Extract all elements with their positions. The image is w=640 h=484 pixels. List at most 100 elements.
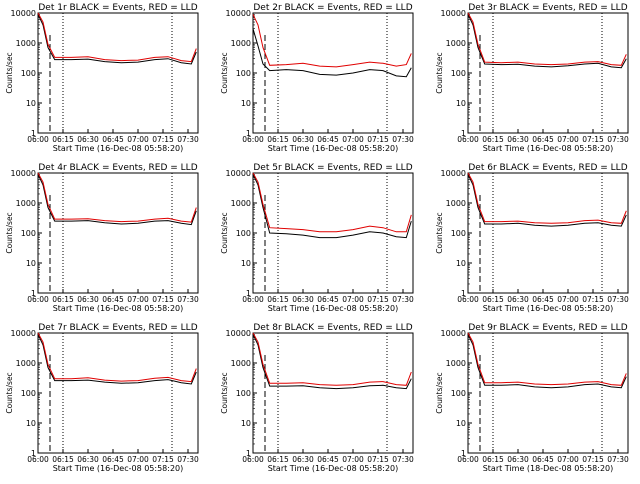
x-tick-label: 06:15 — [52, 455, 74, 464]
plot-frame — [37, 172, 199, 294]
y-tick-label: 10 — [26, 419, 36, 428]
x-axis-label: Start Time (16-Dec-08 05:58:20) — [483, 144, 614, 153]
x-axis-label: Start Time (16-Dec-08 05:58:20) — [268, 144, 399, 153]
x-tick-label: 06:00 — [457, 455, 479, 464]
x-tick-label: 06:45 — [317, 455, 339, 464]
series-lld-line — [467, 12, 627, 66]
x-tick-label: 07:15 — [367, 455, 389, 464]
y-tick-label: 1 — [461, 129, 466, 138]
y-tick-label: 1 — [31, 289, 36, 298]
x-tick-label: 07:30 — [392, 295, 414, 304]
y-tick-label: 10000 — [226, 169, 251, 178]
x-axis-label: Start Time (16-Dec-08 05:58:20) — [268, 464, 399, 473]
series-lld-line — [37, 12, 197, 63]
x-tick-label: 07:00 — [557, 295, 579, 304]
y-tick-label: 100 — [451, 229, 466, 238]
y-tick-label: 10 — [26, 259, 36, 268]
y-tick-label: 1000 — [446, 359, 466, 368]
x-tick-label: 07:00 — [342, 455, 364, 464]
y-tick-label: 10000 — [441, 169, 466, 178]
plot-frame — [37, 12, 199, 134]
y-tick-label: 1000 — [16, 39, 36, 48]
x-tick-label: 07:15 — [582, 295, 604, 304]
y-tick-label: 100 — [21, 389, 36, 398]
y-tick-label: 10000 — [11, 169, 36, 178]
series-events-line — [252, 174, 412, 239]
x-tick-label: 06:30 — [507, 295, 529, 304]
series-events-line — [467, 334, 627, 389]
x-tick-label: 06:00 — [27, 455, 49, 464]
panel-3: Det 3r BLACK = Events, RED = LLD 1 10 100 10… — [435, 3, 629, 153]
x-tick-label: 06:30 — [77, 135, 99, 144]
y-tick-label: 1000 — [231, 359, 251, 368]
x-tick-label: 07:00 — [127, 135, 149, 144]
x-tick-label: 06:30 — [292, 455, 314, 464]
x-tick-label: 07:30 — [607, 135, 629, 144]
x-tick-label: 07:30 — [607, 295, 629, 304]
x-tick-label: 06:15 — [267, 455, 289, 464]
y-tick-label: 1 — [461, 289, 466, 298]
panel-1: Det 1r BLACK = Events, RED = LLD 1 10 100 10… — [5, 3, 199, 153]
y-tick-label: 10000 — [11, 9, 36, 18]
y-tick-label: 10 — [241, 99, 251, 108]
x-axis-label: Start Time (16-Dec-08 05:58:20) — [483, 304, 614, 313]
y-tick-label: 10 — [456, 259, 466, 268]
x-tick-label: 07:15 — [152, 295, 174, 304]
series-events-line — [467, 174, 627, 227]
y-tick-label: 1000 — [446, 39, 466, 48]
x-tick-label: 07:30 — [177, 135, 199, 144]
y-axis-label: Counts/sec — [220, 212, 229, 253]
x-tick-label: 06:15 — [52, 135, 74, 144]
x-tick-label: 06:45 — [102, 295, 124, 304]
x-tick-label: 06:00 — [457, 135, 479, 144]
panel-title: Det 6r BLACK = Events, RED = LLD — [468, 163, 627, 173]
x-tick-label: 07:00 — [342, 135, 364, 144]
x-tick-label: 06:45 — [317, 295, 339, 304]
panel-title: Det 2r BLACK = Events, RED = LLD — [253, 3, 412, 13]
x-tick-label: 06:15 — [52, 295, 74, 304]
panel-2: Det 2r BLACK = Events, RED = LLD 1 10 100 10… — [220, 3, 414, 153]
panel-7: Det 7r BLACK = Events, RED = LLD 1 10 100 10… — [5, 323, 199, 473]
series-events-line — [252, 28, 412, 78]
y-axis-label: Counts/sec — [5, 372, 14, 413]
x-tick-label: 06:00 — [457, 295, 479, 304]
x-tick-label: 07:15 — [582, 455, 604, 464]
y-tick-label: 10 — [241, 259, 251, 268]
plot-frame — [467, 12, 629, 134]
y-tick-label: 10000 — [441, 329, 466, 338]
series-events-line — [252, 334, 412, 390]
x-tick-label: 07:15 — [152, 135, 174, 144]
y-axis-label: Counts/sec — [220, 52, 229, 93]
series-events-line — [37, 174, 197, 226]
y-tick-label: 10000 — [441, 9, 466, 18]
series-lld-line — [252, 332, 412, 386]
plot-frame — [37, 332, 199, 454]
y-tick-label: 1 — [246, 129, 251, 138]
x-tick-label: 07:30 — [177, 455, 199, 464]
x-tick-label: 07:15 — [367, 295, 389, 304]
y-tick-label: 10000 — [11, 329, 36, 338]
x-axis-label: Start Time (16-Dec-08 05:58:20) — [268, 304, 399, 313]
y-tick-label: 10 — [26, 99, 36, 108]
x-tick-label: 06:00 — [27, 135, 49, 144]
panel-title: Det 5r BLACK = Events, RED = LLD — [253, 163, 412, 173]
series-lld-line — [252, 172, 412, 233]
x-tick-label: 06:45 — [102, 455, 124, 464]
y-tick-label: 10 — [456, 419, 466, 428]
x-axis-label: Start Time (16-Dec-08 05:58:20) — [53, 304, 184, 313]
x-tick-label: 07:30 — [392, 455, 414, 464]
x-tick-label: 07:15 — [367, 135, 389, 144]
x-axis-label: Start Time (18-Dec-08 05:58:20) — [483, 464, 614, 473]
x-tick-label: 06:30 — [77, 455, 99, 464]
x-tick-label: 06:15 — [482, 295, 504, 304]
series-lld-line — [37, 332, 197, 383]
x-tick-label: 06:15 — [267, 135, 289, 144]
y-tick-label: 100 — [21, 229, 36, 238]
y-tick-label: 10000 — [226, 329, 251, 338]
y-tick-label: 1000 — [16, 359, 36, 368]
y-tick-label: 100 — [451, 389, 466, 398]
panel-title: Det 9r BLACK = Events, RED = LLD — [468, 323, 627, 333]
y-axis-label: Counts/sec — [5, 52, 14, 93]
x-tick-label: 06:00 — [242, 295, 264, 304]
